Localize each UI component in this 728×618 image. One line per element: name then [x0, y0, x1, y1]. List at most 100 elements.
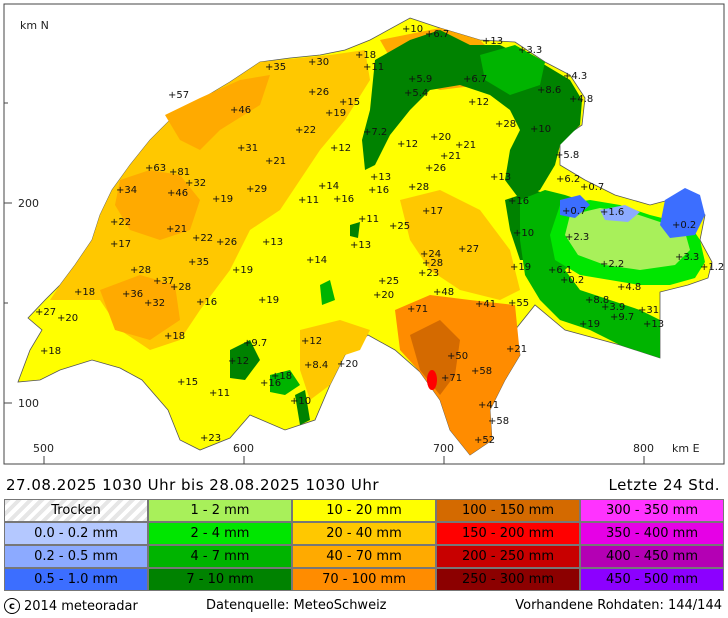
precip-zone-0.2-0.5 — [600, 205, 640, 222]
station-value: +12 — [301, 336, 322, 347]
precip-zone-150-200 — [427, 370, 437, 390]
station-value: +16 — [260, 378, 281, 389]
legend-item: 2 - 4 mm — [148, 522, 292, 545]
station-value: +35 — [265, 62, 286, 73]
legend-item: 10 - 20 mm — [292, 499, 436, 522]
station-value: +20 — [337, 359, 358, 370]
station-value: +1.2 — [700, 262, 724, 273]
station-value: +11 — [298, 195, 319, 206]
station-value: +10 — [290, 396, 311, 407]
station-value: +11 — [363, 62, 384, 73]
station-value: +22 — [110, 217, 131, 228]
station-value: +10 — [402, 24, 423, 35]
date-range: 27.08.2025 1030 Uhr bis 28.08.2025 1030 … — [6, 476, 380, 494]
legend-item: Trocken — [4, 499, 148, 522]
station-labels: +10 +6.7+13+3.3+18+11+35 +30+4.3+5.9 +6.7+5… — [35, 24, 724, 446]
station-value: +22 — [295, 125, 316, 136]
station-value: +32 — [185, 178, 206, 189]
station-value: +18 — [74, 287, 95, 298]
station-value: +22 — [192, 233, 213, 244]
station-value: +19 — [212, 194, 233, 205]
legend-item: 70 - 100 mm — [292, 568, 436, 591]
station-value: +0.7 — [562, 206, 586, 217]
precip-zone-100-150 — [410, 320, 460, 395]
station-value: +13 — [262, 237, 283, 248]
station-value: +0.7 — [580, 182, 604, 193]
station-value: +19 — [325, 108, 346, 119]
axis-ticks — [4, 102, 645, 464]
station-value: +9.7 — [243, 338, 267, 349]
station-value: +35 — [188, 257, 209, 268]
station-value: +19 — [579, 319, 600, 330]
station-value: +3.9 — [601, 302, 625, 313]
station-value: +9.7 — [610, 312, 634, 323]
station-value: +8.4 — [304, 360, 328, 371]
station-value: +71 — [441, 373, 462, 384]
station-value: +12 — [228, 356, 249, 367]
station-value: +12 — [468, 97, 489, 108]
station-value: +21 — [455, 140, 476, 151]
station-value: +81 — [169, 167, 190, 178]
station-value: +17 — [110, 239, 131, 250]
station-value: +41 — [478, 400, 499, 411]
station-value: +19 — [232, 265, 253, 276]
station-value: +28 — [170, 282, 191, 293]
station-value: +18 — [40, 346, 61, 357]
legend-item: 20 - 40 mm — [292, 522, 436, 545]
station-value: +21 — [166, 224, 187, 235]
station-value: +5.4 — [404, 88, 428, 99]
station-value: +0.2 — [672, 220, 696, 231]
legend-item: 450 - 500 mm — [580, 568, 724, 591]
y-tick-200: 200 — [18, 197, 39, 210]
station-value: +23 — [418, 268, 439, 279]
station-value: +55 — [508, 298, 529, 309]
station-value: +29 — [246, 184, 267, 195]
station-value: +12 — [330, 143, 351, 154]
station-value: +48 — [433, 287, 454, 298]
station-value: +58 — [471, 366, 492, 377]
station-value: +37 — [153, 276, 174, 287]
station-value: +21 — [265, 156, 286, 167]
legend-item: 250 - 300 mm — [436, 568, 580, 591]
station-value: +15 — [339, 97, 360, 108]
footer: c 2014 meteoradar Datenquelle: MeteoSchw… — [0, 596, 728, 618]
station-value: +20 — [373, 290, 394, 301]
copyright-icon: c — [4, 598, 20, 614]
station-value: +63 — [145, 163, 166, 174]
station-value: +30 — [308, 57, 329, 68]
y-tick-100: 100 — [18, 397, 39, 410]
station-value: +0.2 — [560, 275, 584, 286]
x-tick-600: 600 — [233, 442, 254, 455]
station-value: +2.3 — [565, 232, 589, 243]
station-value: +4.8 — [617, 282, 641, 293]
station-value: +10 — [513, 228, 534, 239]
station-value: +46 — [167, 188, 188, 199]
legend-item: 0.5 - 1.0 mm — [4, 568, 148, 591]
station-value: +3.3 — [675, 252, 699, 263]
precip-zone-20-40 — [50, 50, 520, 400]
legend-item: 200 - 250 mm — [436, 545, 580, 568]
precip-zone-0.5-1.0 — [560, 188, 705, 238]
legend-item: 40 - 70 mm — [292, 545, 436, 568]
station-value: +18 — [355, 50, 376, 61]
station-value: +27 — [35, 307, 56, 318]
station-value: +13 — [643, 319, 664, 330]
station-value: +4.3 — [563, 71, 587, 82]
station-value: +11 — [209, 388, 230, 399]
station-value: +4.8 — [569, 94, 593, 105]
station-value: +20 — [57, 313, 78, 324]
station-value: +26 — [216, 237, 237, 248]
station-value: +28 — [408, 182, 429, 193]
station-value: +6.2 — [556, 174, 580, 185]
station-value: +8.6 — [537, 85, 561, 96]
station-value: +16 — [368, 185, 389, 196]
station-value: +7.2 — [363, 127, 387, 138]
station-value: +13 — [490, 172, 511, 183]
station-value: +25 — [389, 221, 410, 232]
station-value: +50 — [447, 351, 468, 362]
station-value: +57 — [168, 90, 189, 101]
station-value: +16 — [508, 196, 529, 207]
station-value: +10 — [530, 124, 551, 135]
legend-item: 400 - 450 mm — [580, 545, 724, 568]
station-value: +27 — [458, 244, 479, 255]
